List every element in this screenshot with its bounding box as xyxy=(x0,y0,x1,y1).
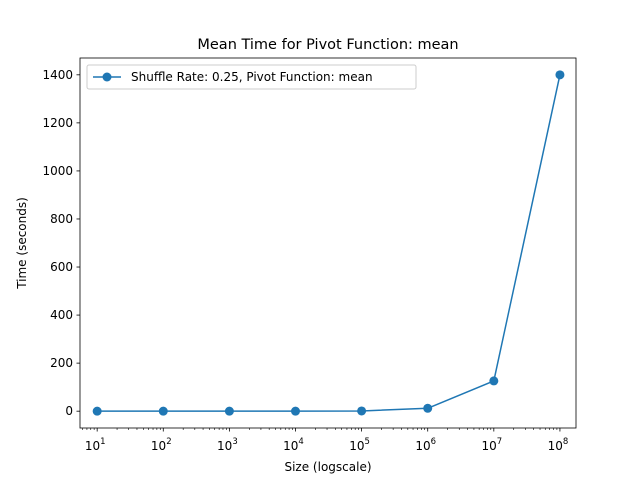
x-tick-label: 103 xyxy=(217,437,238,453)
data-point xyxy=(158,406,168,416)
legend: Shuffle Rate: 0.25, Pivot Function: mean xyxy=(86,64,417,90)
y-tick-label: 1200 xyxy=(42,116,73,130)
data-point xyxy=(555,70,565,80)
x-axis-label: Size (logscale) xyxy=(284,460,371,474)
y-tick-label: 1000 xyxy=(42,164,73,178)
x-tick-label: 105 xyxy=(349,437,370,453)
y-axis-ticks: 0 200 400 600 800 1000 1200 1400 xyxy=(42,68,80,418)
x-tick-label: 104 xyxy=(283,437,304,453)
data-point xyxy=(92,406,102,416)
legend-label: Shuffle Rate: 0.25, Pivot Function: mean xyxy=(131,70,373,84)
series-line xyxy=(97,74,561,412)
y-tick-label: 400 xyxy=(50,308,73,322)
data-point xyxy=(290,406,300,416)
data-point xyxy=(357,406,367,416)
x-tick-label: 108 xyxy=(548,437,569,453)
data-point xyxy=(224,406,234,416)
y-tick-label: 1400 xyxy=(42,68,73,82)
plot-frame xyxy=(79,57,577,429)
x-tick-label: 102 xyxy=(151,437,172,453)
series-layer xyxy=(92,70,565,416)
plot-background xyxy=(80,58,576,428)
x-tick-label: 101 xyxy=(85,437,106,453)
x-tick-label: 106 xyxy=(415,437,436,453)
x-axis-ticks: 101 102 103 104 105 106 107 108 xyxy=(82,428,568,453)
y-tick-label: 0 xyxy=(65,404,73,418)
y-tick-label: 600 xyxy=(50,260,73,274)
legend-marker-swatch xyxy=(102,72,112,82)
data-point xyxy=(423,403,433,413)
x-tick-label: 107 xyxy=(481,437,502,453)
plot-area: 101 102 103 104 105 106 107 108 0 200 400 600 800 10… xyxy=(42,57,577,453)
y-axis-label: Time (seconds) xyxy=(15,197,29,290)
data-point xyxy=(489,376,499,386)
chart-title: Mean Time for Pivot Function: mean xyxy=(197,37,458,53)
y-tick-label: 200 xyxy=(50,356,73,370)
legend-box xyxy=(86,64,417,90)
y-tick-label: 800 xyxy=(50,212,73,226)
